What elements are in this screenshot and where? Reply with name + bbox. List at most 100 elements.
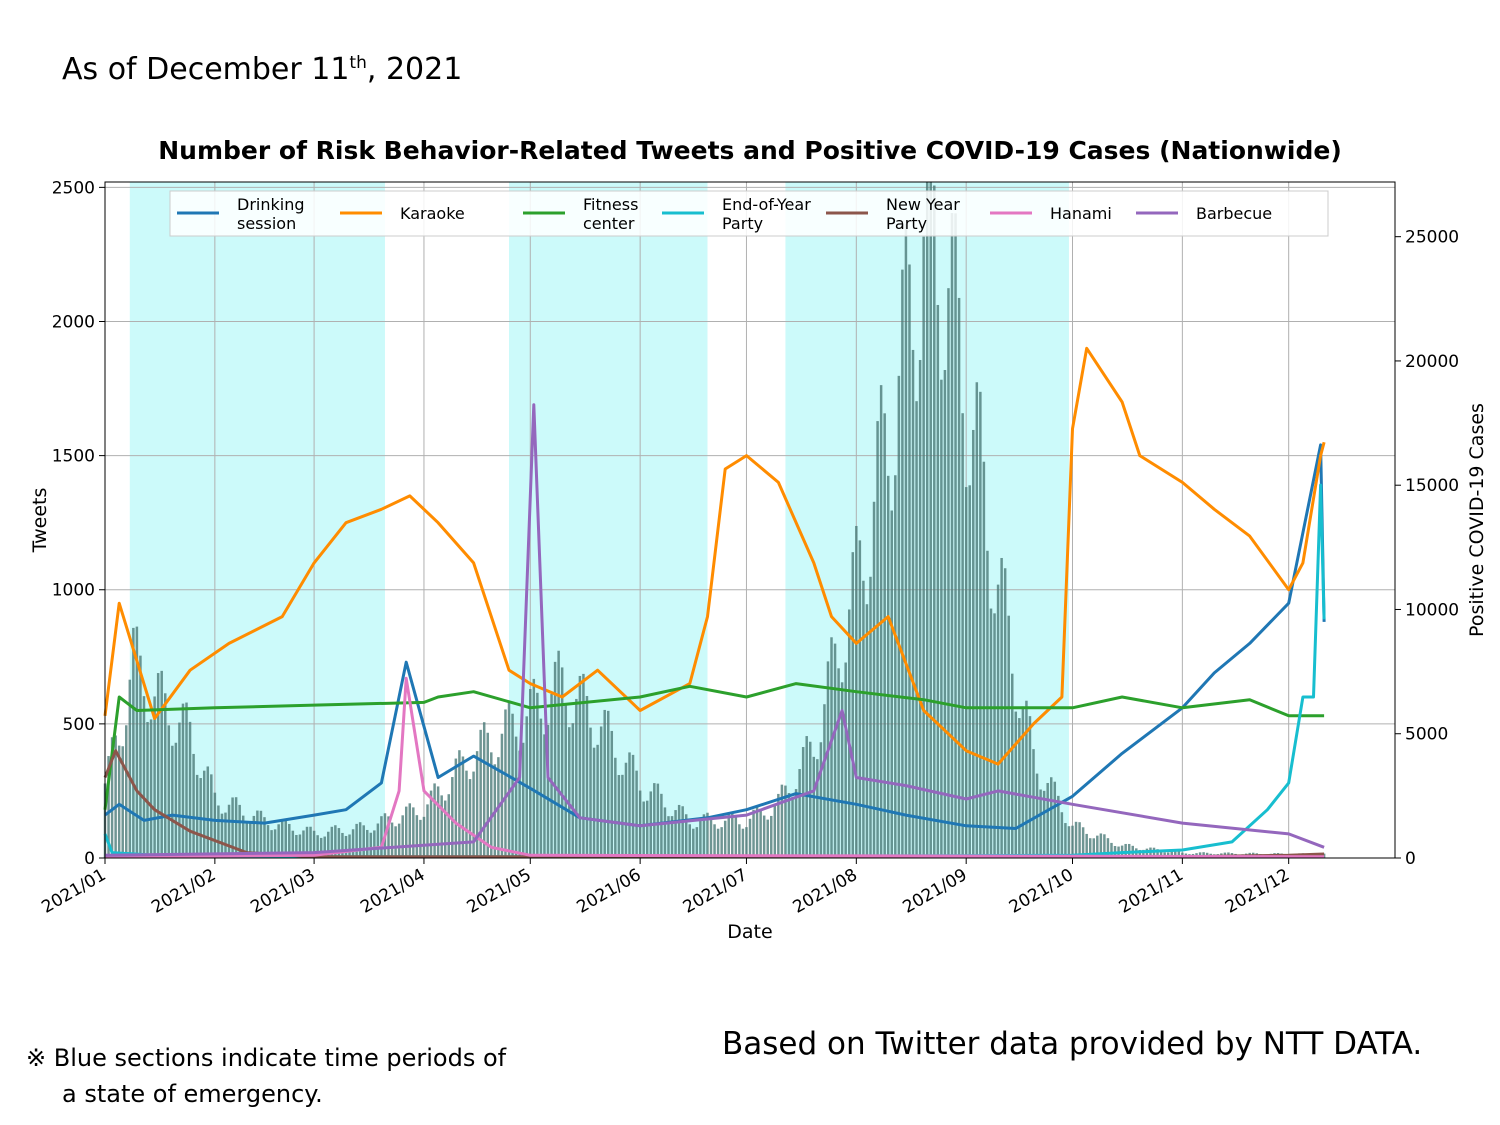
case-bar [833,643,837,858]
case-bar [564,704,567,858]
case-bar [327,831,330,858]
case-bar [280,819,284,858]
case-bar [911,349,915,858]
x-axis-label: Date [727,921,772,943]
y-axis-label: Tweets [29,488,51,554]
case-bar [295,834,298,858]
case-bar [1110,842,1113,858]
case-bar [224,812,227,858]
case-bar [348,834,351,858]
tweets-and-cases-chart: 2021/01 2021/02 2021/03 2021/04 2021/05 2021/… [29,178,1488,943]
case-bar [305,826,309,858]
case-bar [624,762,628,858]
case-bar [989,608,993,858]
case-bar [185,702,188,858]
case-bar [1032,749,1035,858]
case-bar [167,725,171,858]
as-of-year: , 2021 [366,52,463,87]
case-bar [575,698,578,858]
case-bar [125,725,128,858]
case-bar [617,775,621,858]
case-bar [819,742,823,858]
case-bar [256,810,259,858]
case-bar [1042,790,1046,858]
case-bar [121,746,124,858]
case-bar [553,661,557,858]
case-bar [801,747,805,858]
case-bar [883,413,886,858]
case-bar [890,510,893,858]
case-bar [656,783,660,858]
case-bar [734,817,738,858]
case-bar [557,650,560,858]
case-bar [156,673,160,858]
case-bar [366,829,369,858]
y2-tick-label: 0 [1405,849,1416,869]
case-bar [426,804,429,858]
case-bar [380,816,383,858]
case-bar [1060,812,1064,858]
case-bar [1145,848,1149,858]
case-bar [954,213,957,858]
case-bar [358,822,362,858]
as-of-ordinal: th [349,53,367,73]
case-bar [1014,711,1018,858]
case-bar [614,757,617,858]
case-bar [404,806,408,858]
case-bar [759,808,762,858]
case-bar [964,487,968,858]
emergency-note: ※ Blue sections indicate time periods of… [26,1040,506,1112]
case-bar [1007,615,1010,858]
case-bar [210,774,213,858]
case-bar [745,827,748,858]
case-bar [500,733,504,858]
case-bar [220,813,224,858]
x-tick-label: 2021/05 [464,865,535,918]
case-bar [252,815,256,858]
case-bar [688,824,691,858]
case-bar [940,379,943,858]
case-bar [479,729,482,858]
legend-label: Barbecue [1196,204,1272,223]
case-bar [373,830,376,858]
case-bar [273,829,277,858]
case-bar [1092,838,1096,858]
case-bar [950,213,954,859]
case-bar [429,790,433,858]
case-bar [922,236,925,859]
data-credit: Based on Twitter data provided by NTT DA… [722,1026,1423,1062]
case-bar [164,693,167,858]
case-bar [599,726,603,858]
case-bar [702,814,706,858]
case-bar [160,670,163,858]
case-bar [1322,853,1326,858]
case-bar [490,752,493,858]
case-bar [727,814,730,858]
case-bar [603,709,606,858]
case-bar [929,182,932,858]
case-bar [436,786,440,858]
case-bar [791,797,794,858]
case-bar [794,789,798,858]
case-bar [394,826,397,858]
case-bar [982,461,986,858]
case-bar [865,604,869,858]
case-bar [330,826,334,858]
case-bar [695,827,699,858]
case-bar [957,297,961,859]
case-bar [692,828,695,858]
case-bar [979,391,982,858]
case-bar [188,721,192,858]
case-bar [798,769,801,858]
legend-label: Fitness [583,195,638,214]
case-bar [443,800,447,858]
legend-label: Party [722,214,763,233]
case-bar [823,704,826,858]
case-bar [468,779,472,858]
x-tick-label: 2021/07 [680,865,751,918]
case-bar [777,793,780,858]
case-bar [755,805,759,858]
plot-frame [104,181,1396,859]
case-bar [362,825,365,858]
case-bar [397,823,401,858]
